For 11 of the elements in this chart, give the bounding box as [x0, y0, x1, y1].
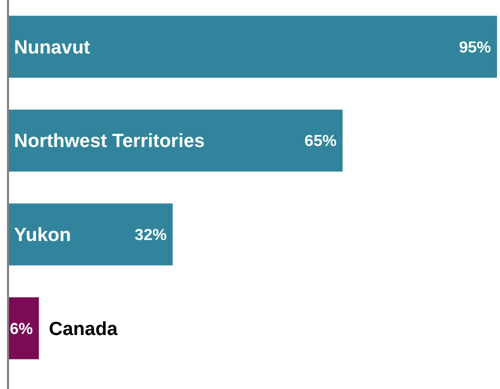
bar: [8, 203, 173, 266]
y-tick-label: Nunavut: [14, 37, 91, 58]
bar: [8, 16, 497, 78]
data-label: 95%: [458, 39, 491, 56]
y-tick-label: Canada: [48, 318, 118, 340]
data-label: 32%: [134, 227, 167, 244]
data-label: 6%: [10, 320, 33, 338]
y-tick-label: Yukon: [14, 225, 72, 246]
y-tick-label: Northwest Territories: [14, 131, 205, 152]
bar: [8, 110, 343, 172]
data-label: 65%: [304, 133, 337, 150]
